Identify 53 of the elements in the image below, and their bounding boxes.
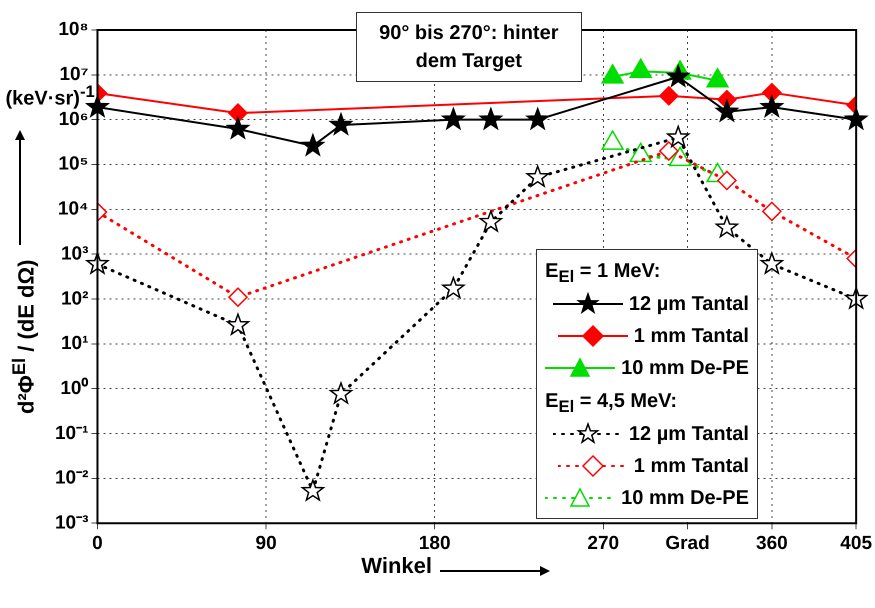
x-tick-label: 360 bbox=[756, 532, 788, 554]
x-axis-title: Winkel bbox=[361, 553, 432, 580]
point bbox=[330, 113, 352, 135]
y-tick-label: 10⁰ bbox=[60, 376, 88, 399]
point bbox=[442, 108, 465, 130]
point bbox=[717, 170, 737, 190]
point bbox=[480, 108, 502, 130]
y-tick-label: 10⁻³ bbox=[54, 512, 88, 534]
point bbox=[666, 126, 690, 148]
x-tick-label: 0 bbox=[92, 532, 103, 554]
point bbox=[526, 165, 549, 187]
point bbox=[760, 95, 784, 117]
legend-label: 10 mm De-PE bbox=[621, 356, 749, 380]
point bbox=[226, 117, 250, 139]
point bbox=[716, 100, 738, 122]
legend-label: 1 mm Tantal bbox=[634, 324, 749, 348]
point bbox=[228, 103, 248, 123]
point bbox=[226, 314, 250, 335]
point bbox=[228, 287, 248, 307]
point bbox=[330, 382, 352, 404]
point bbox=[666, 65, 690, 87]
x-tick-label: 180 bbox=[418, 532, 451, 554]
annotation: E$_{El}$ = 4,5 MeV: bbox=[545, 389, 678, 418]
y-tick-label: 10¹ bbox=[60, 333, 88, 354]
legend-label: 1 mm Tantal bbox=[634, 454, 749, 478]
y-tick-label: 10² bbox=[60, 288, 88, 310]
x-tick-label: 270 bbox=[587, 532, 620, 554]
point bbox=[716, 216, 738, 238]
x-tick-label: 90 bbox=[255, 532, 277, 554]
point bbox=[480, 210, 502, 232]
legend-label: 10 mm De-PE bbox=[621, 486, 749, 510]
point bbox=[659, 86, 679, 106]
annotation: 90° bis 270°: hinter dem Target bbox=[356, 12, 582, 82]
point bbox=[762, 82, 782, 102]
y-tick-label: 10⁻² bbox=[54, 468, 88, 489]
point bbox=[526, 108, 549, 130]
legend-label: 12 µm Tantal bbox=[628, 292, 749, 316]
point bbox=[760, 252, 784, 274]
annotation: E$_{El}$ = 1 MeV: bbox=[545, 259, 662, 288]
legend-label: 12 µm Tantal bbox=[628, 422, 749, 446]
y-tick-label: 10⁻¹ bbox=[54, 422, 88, 444]
point bbox=[302, 134, 324, 156]
y-tick-label: 10⁶ bbox=[58, 108, 88, 130]
x-tick-label: 405 bbox=[840, 532, 872, 554]
y-tick-label: 10⁴ bbox=[58, 198, 88, 220]
point bbox=[762, 202, 782, 222]
y-tick-label: 10⁵ bbox=[58, 154, 88, 175]
y-tick-label: 10³ bbox=[60, 243, 88, 264]
point bbox=[442, 276, 465, 298]
point bbox=[302, 479, 324, 501]
point bbox=[659, 141, 679, 161]
x-tick-label: Grad bbox=[665, 532, 710, 554]
y-tick-label: 10⁸ bbox=[58, 19, 88, 40]
